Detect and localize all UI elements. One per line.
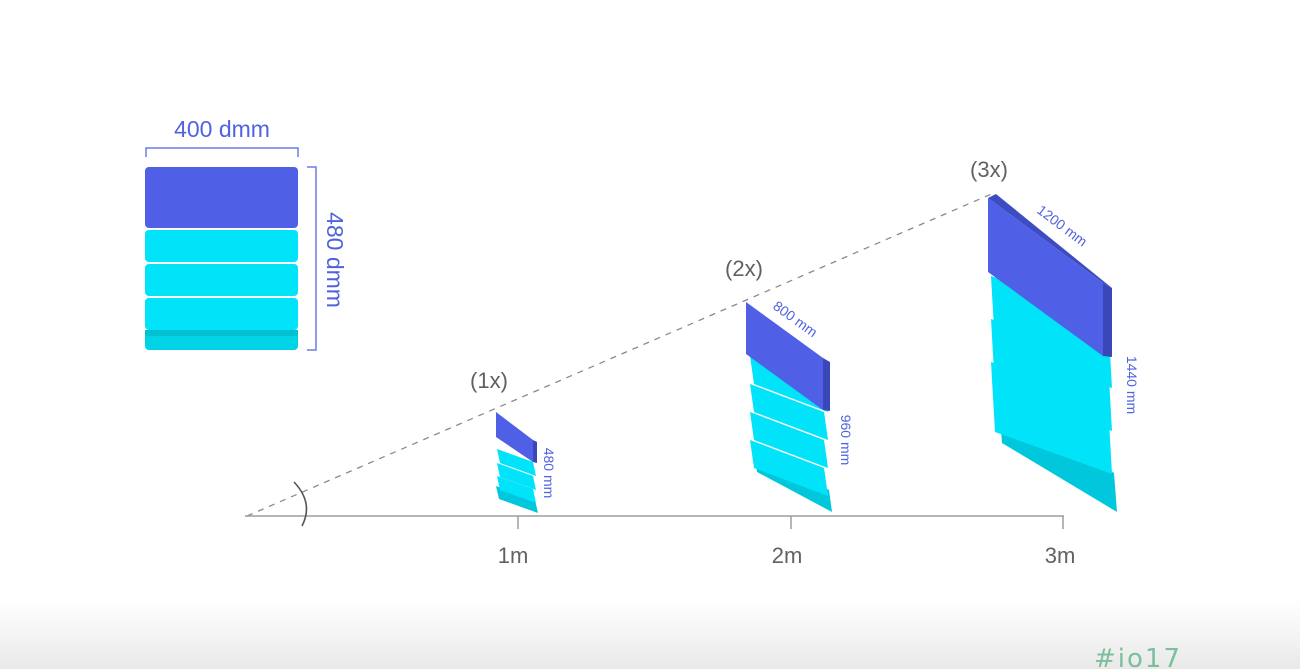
reference-body-layer xyxy=(145,298,298,330)
reference-height-bracket xyxy=(307,166,317,351)
reference-body-layer xyxy=(145,264,298,296)
card-3x-header-top xyxy=(988,194,1112,288)
card-2x-body-layer xyxy=(750,384,828,440)
card-2x-body-layer xyxy=(750,412,828,468)
perspective-guide-line xyxy=(246,191,997,517)
card-3x-body-layer xyxy=(991,276,1112,388)
reference-header-block xyxy=(145,167,298,228)
reference-base-shadow xyxy=(145,330,298,336)
card-1x-body-layer xyxy=(497,476,536,503)
card-2x-height-label: 960 mm xyxy=(838,415,854,466)
card-1x: (1x) 480 mm xyxy=(470,368,557,513)
scale-label-2x: (2x) xyxy=(725,256,763,281)
card-1x-header-side xyxy=(533,440,537,463)
card-3x-header-side xyxy=(1103,283,1112,357)
reference-width-label: 400 dmm xyxy=(174,116,270,142)
card-2x-body-layer xyxy=(750,440,828,496)
card-3x-height-label: 1440 mm xyxy=(1124,356,1140,414)
card-1x-height-label: 480 mm xyxy=(541,448,557,499)
reference-width-bracket xyxy=(145,147,299,157)
distance-label-1m: 1m xyxy=(498,543,529,568)
bottom-fade xyxy=(0,600,1300,669)
card-3x: (3x) 1200 mm 1440 mm xyxy=(970,157,1140,512)
card-2x-header-block xyxy=(746,302,823,410)
card-1x-base-layer xyxy=(496,486,538,513)
distance-label-3m: 3m xyxy=(1045,543,1076,568)
scale-label-1x: (1x) xyxy=(470,368,508,393)
reference-body-layer xyxy=(145,230,298,262)
reference-card: 400 dmm 480 dmm xyxy=(145,116,348,351)
reference-height-label: 480 dmm xyxy=(322,212,348,308)
card-1x-header-block xyxy=(496,412,533,462)
viewing-angle-arc xyxy=(293,481,308,527)
distance-label-2m: 2m xyxy=(772,543,803,568)
card-2x-header-side xyxy=(823,358,830,411)
card-2x: (2x) 800 mm 960 mm xyxy=(725,256,854,512)
card-1x-body-layer xyxy=(497,463,536,490)
event-hashtag-logo: #io17 xyxy=(1094,644,1182,669)
scale-label-3x: (3x) xyxy=(970,157,1008,182)
card-3x-header-block xyxy=(988,198,1103,356)
card-1x-body-layer xyxy=(497,449,536,476)
